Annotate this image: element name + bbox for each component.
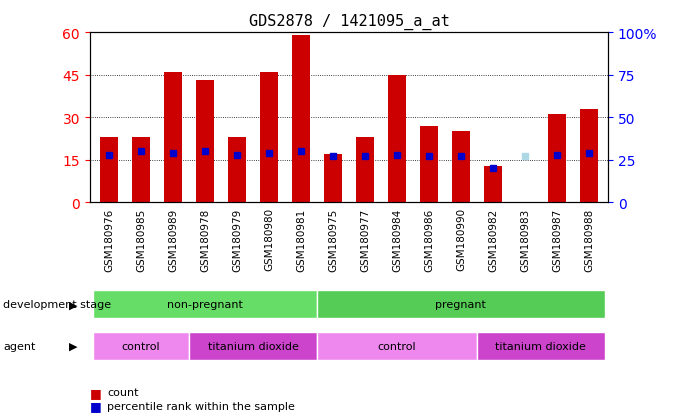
- Text: ■: ■: [90, 386, 102, 399]
- Bar: [132, 138, 150, 203]
- Bar: [100, 138, 118, 203]
- Text: pregnant: pregnant: [435, 299, 486, 310]
- Text: non-pregnant: non-pregnant: [167, 299, 243, 310]
- FancyBboxPatch shape: [93, 291, 317, 318]
- Bar: [388, 76, 406, 203]
- Text: titanium dioxide: titanium dioxide: [207, 341, 299, 351]
- Title: GDS2878 / 1421095_a_at: GDS2878 / 1421095_a_at: [249, 14, 449, 30]
- Bar: [324, 155, 342, 203]
- FancyBboxPatch shape: [93, 332, 189, 360]
- FancyBboxPatch shape: [317, 332, 477, 360]
- Bar: [356, 138, 374, 203]
- Bar: [196, 81, 214, 203]
- Bar: [228, 138, 246, 203]
- Bar: [420, 126, 437, 203]
- Bar: [548, 115, 566, 203]
- FancyBboxPatch shape: [317, 291, 605, 318]
- Text: development stage: development stage: [3, 299, 111, 310]
- Bar: [484, 166, 502, 203]
- Bar: [292, 36, 310, 203]
- Text: titanium dioxide: titanium dioxide: [495, 341, 587, 351]
- Text: ▶: ▶: [69, 341, 77, 351]
- Text: ▶: ▶: [69, 299, 77, 310]
- Bar: [164, 73, 182, 203]
- FancyBboxPatch shape: [189, 332, 317, 360]
- Text: control: control: [377, 341, 416, 351]
- Text: agent: agent: [3, 341, 36, 351]
- Text: count: count: [107, 387, 139, 397]
- Text: ■: ■: [90, 412, 102, 413]
- Text: percentile rank within the sample: percentile rank within the sample: [107, 401, 295, 411]
- Bar: [580, 109, 598, 203]
- FancyBboxPatch shape: [477, 332, 605, 360]
- Text: control: control: [122, 341, 160, 351]
- Bar: [452, 132, 470, 203]
- Text: ■: ■: [90, 399, 102, 412]
- Bar: [261, 73, 278, 203]
